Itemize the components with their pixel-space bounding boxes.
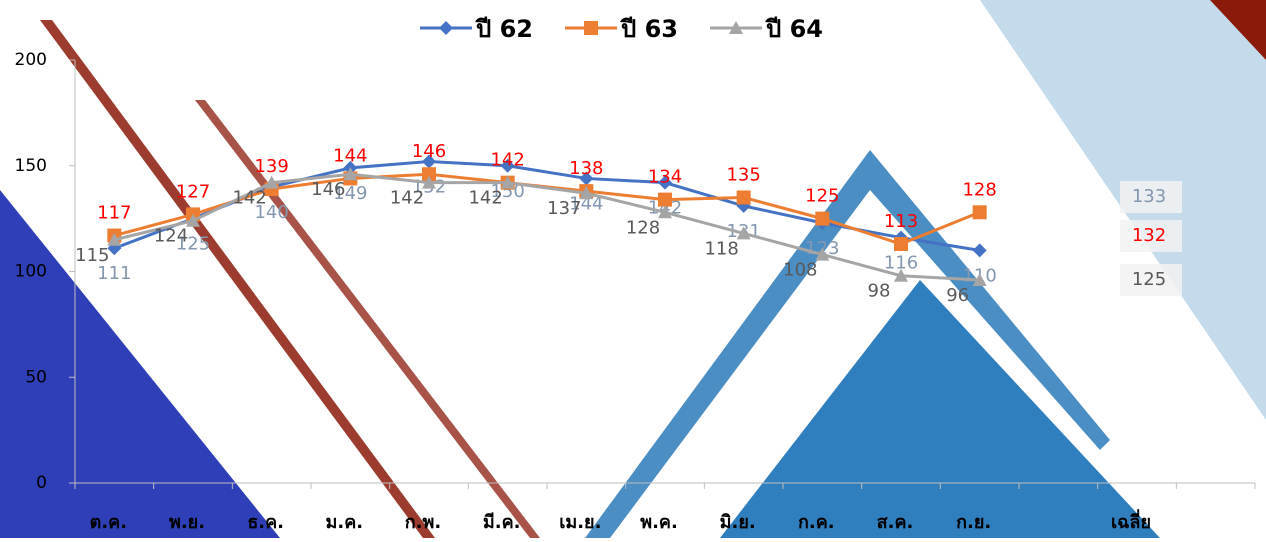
marker bbox=[579, 171, 594, 186]
data-label: 96 bbox=[946, 285, 969, 306]
data-label: 142 bbox=[468, 188, 502, 209]
marker bbox=[815, 247, 830, 261]
x-tick-label: เม.ย. bbox=[559, 512, 601, 533]
data-label: 127 bbox=[176, 181, 210, 202]
data-label: 146 bbox=[412, 141, 446, 162]
data-label: 115 bbox=[75, 245, 109, 266]
marker bbox=[343, 167, 358, 181]
data-label: 142 bbox=[390, 188, 424, 209]
x-tick-label: พ.ค. bbox=[640, 512, 678, 533]
data-label: 137 bbox=[547, 198, 581, 219]
x-tick-label: ก.พ. bbox=[405, 512, 441, 533]
y-tick-label: 50 bbox=[25, 367, 47, 387]
data-label: 116 bbox=[884, 253, 918, 274]
marker bbox=[972, 205, 987, 220]
marker bbox=[439, 21, 453, 35]
marker bbox=[658, 175, 672, 190]
marker bbox=[658, 192, 672, 207]
marker bbox=[422, 154, 436, 169]
data-label: 139 bbox=[254, 156, 288, 177]
data-label: 135 bbox=[726, 164, 760, 185]
data-label: 128 bbox=[962, 179, 996, 200]
data-label: 150 bbox=[490, 181, 524, 202]
y-tick-label: 0 bbox=[36, 473, 47, 493]
marker bbox=[972, 243, 987, 258]
x-tick-label: เฉลี่ย bbox=[1111, 509, 1151, 533]
data-label: 134 bbox=[648, 167, 682, 188]
data-label: 118 bbox=[704, 238, 738, 259]
data-label: 113 bbox=[884, 211, 918, 232]
marker bbox=[972, 272, 987, 286]
x-tick-label: ส.ค. bbox=[877, 512, 914, 533]
marker bbox=[500, 175, 515, 189]
marker bbox=[736, 190, 751, 205]
data-label: 125 bbox=[176, 234, 210, 255]
legend-label: ปี 64 bbox=[765, 15, 823, 43]
marker bbox=[422, 167, 436, 182]
data-label: 149 bbox=[333, 183, 367, 204]
data-label: 98 bbox=[868, 281, 891, 302]
legend-label: ปี 63 bbox=[620, 15, 678, 43]
marker bbox=[729, 21, 743, 34]
marker bbox=[500, 158, 515, 173]
data-label: 142 bbox=[490, 150, 524, 171]
marker bbox=[186, 213, 200, 227]
marker bbox=[264, 175, 279, 189]
data-label: 140 bbox=[254, 202, 288, 223]
series-line bbox=[113, 172, 980, 282]
average-label: 125 bbox=[1132, 269, 1166, 290]
data-label: 138 bbox=[569, 158, 603, 179]
marker bbox=[894, 237, 908, 252]
marker bbox=[815, 211, 830, 226]
x-tick-label: ต.ค. bbox=[90, 512, 127, 533]
data-label: 128 bbox=[626, 217, 660, 238]
data-label: 111 bbox=[97, 263, 131, 284]
marker bbox=[894, 268, 908, 282]
data-label: 108 bbox=[783, 260, 817, 281]
x-tick-label: ธ.ค. bbox=[247, 512, 284, 533]
marker bbox=[736, 226, 751, 240]
legend-label: ปี 62 bbox=[475, 15, 533, 43]
average-box bbox=[1120, 181, 1182, 213]
data-label: 144 bbox=[333, 145, 367, 166]
x-tick-label: มิ.ย. bbox=[720, 512, 756, 533]
x-tick-label: ก.ค. bbox=[798, 512, 835, 533]
data-label: 125 bbox=[805, 186, 839, 207]
x-tick-label: มี.ค. bbox=[483, 512, 521, 533]
data-label: 124 bbox=[154, 226, 188, 247]
data-label: 142 bbox=[232, 188, 266, 209]
y-tick-label: 100 bbox=[15, 262, 47, 282]
average-box bbox=[1120, 220, 1182, 252]
x-tick-label: พ.ย. bbox=[169, 512, 205, 533]
y-tick-label: 150 bbox=[15, 156, 47, 176]
x-tick-label: ก.ย. bbox=[956, 512, 991, 533]
y-tick-label: 200 bbox=[15, 50, 47, 70]
average-label: 133 bbox=[1132, 186, 1166, 207]
data-label: 117 bbox=[97, 203, 131, 224]
marker bbox=[584, 21, 598, 35]
x-tick-label: ม.ค. bbox=[326, 512, 364, 533]
data-label: 144 bbox=[569, 193, 603, 214]
marker bbox=[107, 232, 122, 246]
marker bbox=[422, 175, 436, 189]
average-label: 132 bbox=[1132, 225, 1166, 246]
average-box bbox=[1120, 264, 1182, 296]
data-label: 146 bbox=[311, 179, 345, 200]
marker bbox=[579, 186, 594, 200]
marker bbox=[658, 205, 672, 219]
